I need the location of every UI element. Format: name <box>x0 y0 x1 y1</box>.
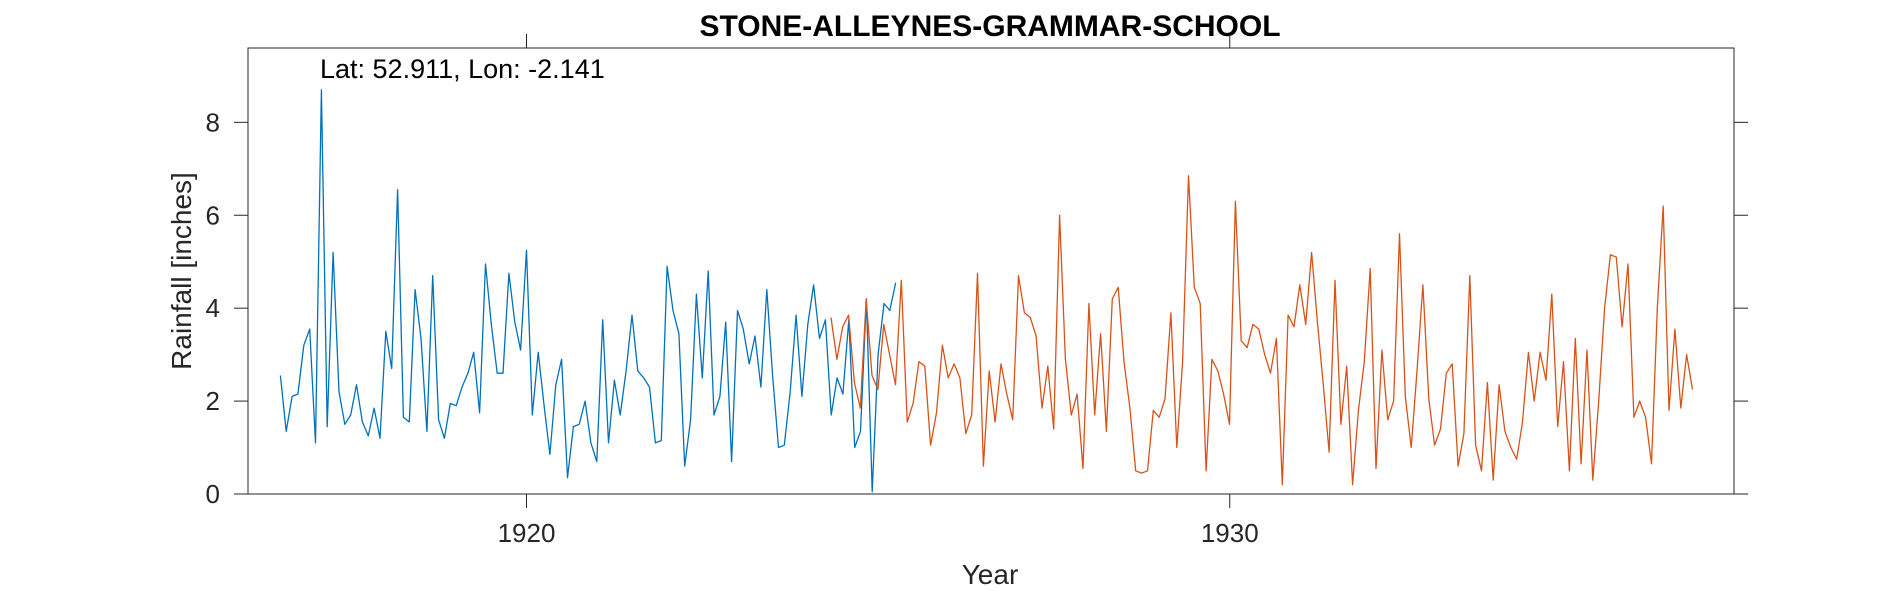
y-tick-label: 0 <box>206 479 220 509</box>
series-1-line <box>279 89 897 493</box>
series-2-line <box>830 175 1694 486</box>
y-tick-label: 6 <box>206 200 220 230</box>
y-axis-label: Rainfall [inches] <box>166 172 197 370</box>
y-tick-label: 2 <box>206 386 220 416</box>
x-tick-label: 1930 <box>1201 518 1259 548</box>
x-tick-label: 1920 <box>498 518 556 548</box>
chart-title: STONE-ALLEYNES-GRAMMAR-SCHOOL <box>699 10 1280 43</box>
location-annotation: Lat: 52.911, Lon: -2.141 <box>320 54 605 84</box>
y-tick-label: 4 <box>206 293 220 323</box>
series-lines <box>279 89 1694 493</box>
axis-ticks: 0 2 4 6 8 1920 1930 <box>206 34 1748 548</box>
x-axis-label: Year <box>962 559 1019 590</box>
y-tick-label: 8 <box>206 107 220 137</box>
plot-area <box>247 47 1735 495</box>
